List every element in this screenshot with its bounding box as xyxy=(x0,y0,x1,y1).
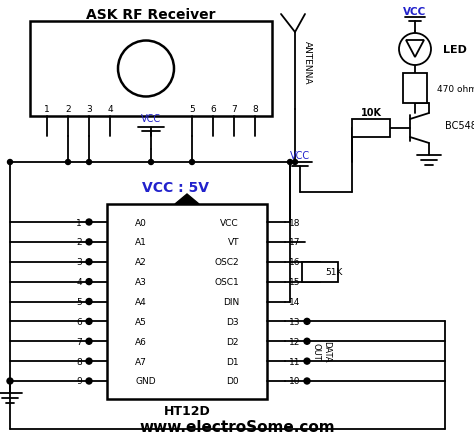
Text: 4: 4 xyxy=(107,104,113,113)
Text: ANTENNA: ANTENNA xyxy=(302,41,311,84)
Text: 17: 17 xyxy=(289,238,301,247)
Text: DATA
OUT: DATA OUT xyxy=(311,341,331,362)
Text: 5: 5 xyxy=(76,297,82,306)
Text: 10: 10 xyxy=(289,377,301,385)
Circle shape xyxy=(304,339,310,344)
Text: 13: 13 xyxy=(289,317,301,326)
Text: ASK RF Receiver: ASK RF Receiver xyxy=(86,8,216,22)
Text: 10K: 10K xyxy=(361,108,382,118)
Circle shape xyxy=(148,160,154,165)
Text: A1: A1 xyxy=(135,238,147,247)
Bar xyxy=(107,205,267,399)
Circle shape xyxy=(65,160,71,165)
Text: 6: 6 xyxy=(210,104,216,113)
Circle shape xyxy=(86,319,92,325)
Text: A4: A4 xyxy=(135,297,147,306)
Text: VT: VT xyxy=(228,238,239,247)
Bar xyxy=(30,22,272,117)
Text: D0: D0 xyxy=(227,377,239,385)
Text: 11: 11 xyxy=(289,357,301,366)
Text: A2: A2 xyxy=(135,258,147,267)
Circle shape xyxy=(304,319,310,325)
Circle shape xyxy=(86,239,92,245)
Circle shape xyxy=(7,378,13,384)
Circle shape xyxy=(86,259,92,265)
Text: OSC2: OSC2 xyxy=(214,258,239,267)
Text: 3: 3 xyxy=(76,258,82,267)
Text: 6: 6 xyxy=(76,317,82,326)
Text: VCC: VCC xyxy=(290,151,310,161)
Text: 7: 7 xyxy=(76,337,82,346)
Circle shape xyxy=(86,378,92,384)
Polygon shape xyxy=(406,41,424,58)
Circle shape xyxy=(86,299,92,305)
Text: VCC: VCC xyxy=(220,218,239,227)
Text: 2: 2 xyxy=(65,104,71,113)
Text: 2: 2 xyxy=(76,238,82,247)
Text: 5: 5 xyxy=(189,104,195,113)
Text: A3: A3 xyxy=(135,278,147,286)
Text: D3: D3 xyxy=(227,317,239,326)
Circle shape xyxy=(86,160,91,165)
Circle shape xyxy=(292,160,298,165)
Text: HT12D: HT12D xyxy=(164,405,210,417)
Circle shape xyxy=(86,219,92,226)
Text: 15: 15 xyxy=(289,278,301,286)
Text: 12: 12 xyxy=(289,337,301,346)
Circle shape xyxy=(288,160,292,165)
Text: 1: 1 xyxy=(44,104,50,113)
Circle shape xyxy=(399,34,431,66)
Text: BC548: BC548 xyxy=(445,121,474,131)
Text: DIN: DIN xyxy=(223,297,239,306)
Text: 1: 1 xyxy=(76,218,82,227)
Text: 18: 18 xyxy=(289,218,301,227)
Text: 470 ohm: 470 ohm xyxy=(437,84,474,93)
Text: www.electroSome.com: www.electroSome.com xyxy=(139,420,335,434)
Text: 7: 7 xyxy=(231,104,237,113)
Text: GND: GND xyxy=(135,377,155,385)
Text: D1: D1 xyxy=(227,357,239,366)
Circle shape xyxy=(8,160,12,165)
Circle shape xyxy=(304,378,310,384)
Text: 3: 3 xyxy=(86,104,92,113)
Circle shape xyxy=(86,339,92,344)
Bar xyxy=(352,120,390,138)
Circle shape xyxy=(86,279,92,285)
Bar xyxy=(302,262,338,282)
Circle shape xyxy=(190,160,194,165)
Text: VCC : 5V: VCC : 5V xyxy=(142,180,209,194)
Polygon shape xyxy=(175,194,199,205)
Text: 14: 14 xyxy=(289,297,301,306)
Text: LED: LED xyxy=(443,45,467,55)
Circle shape xyxy=(304,358,310,364)
Text: A7: A7 xyxy=(135,357,147,366)
Text: VCC: VCC xyxy=(403,7,427,17)
Text: VCC: VCC xyxy=(141,114,161,124)
Text: A5: A5 xyxy=(135,317,147,326)
Text: A0: A0 xyxy=(135,218,147,227)
Circle shape xyxy=(86,358,92,364)
Circle shape xyxy=(118,42,174,97)
Text: 8: 8 xyxy=(252,104,258,113)
Text: 4: 4 xyxy=(76,278,82,286)
Text: A6: A6 xyxy=(135,337,147,346)
Text: 8: 8 xyxy=(76,357,82,366)
Bar xyxy=(403,74,427,104)
Text: 16: 16 xyxy=(289,258,301,267)
Text: 9: 9 xyxy=(76,377,82,385)
Text: 51K: 51K xyxy=(325,268,342,276)
Text: OSC1: OSC1 xyxy=(214,278,239,286)
Text: D2: D2 xyxy=(227,337,239,346)
